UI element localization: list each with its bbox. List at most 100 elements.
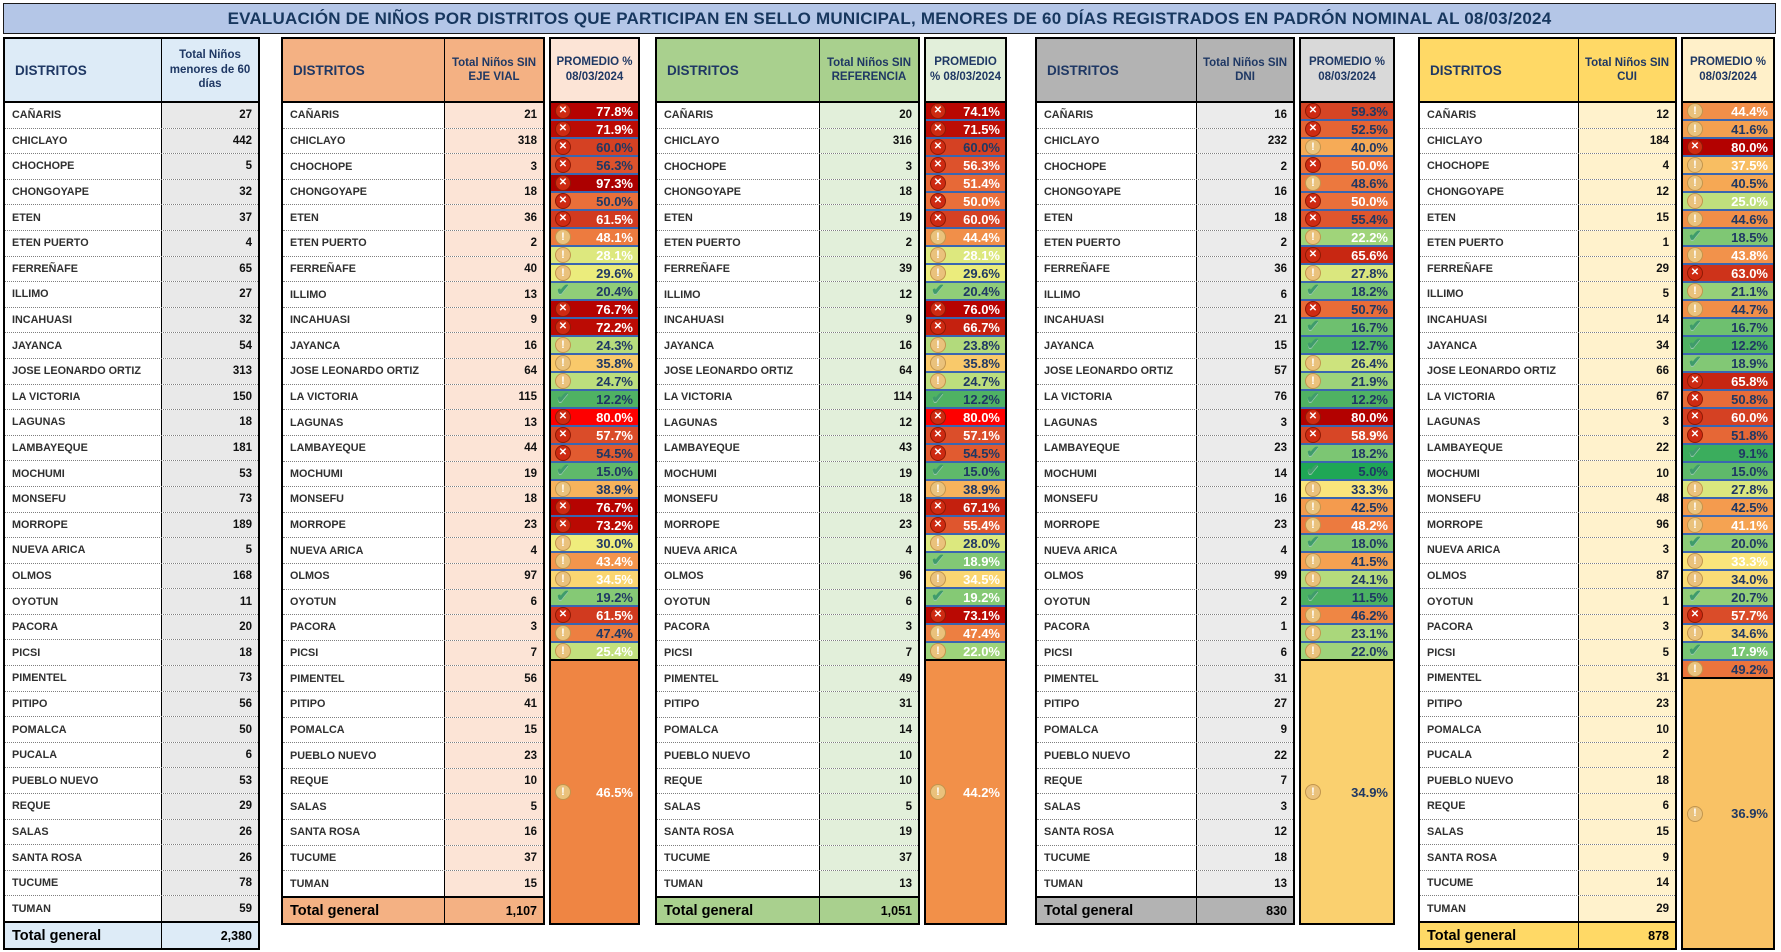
pct-cell[interactable]: ! 21.1% <box>1683 281 1773 299</box>
district-cell[interactable]: CAÑARIS <box>283 103 445 128</box>
count-cell[interactable]: 14 <box>1579 307 1675 333</box>
district-cell[interactable]: ILLIMO <box>657 282 820 307</box>
pct-cell[interactable]: ! 35.8% <box>926 353 1005 371</box>
count-cell[interactable]: 3 <box>1579 410 1675 435</box>
district-cell[interactable]: CHICLAYO <box>1037 128 1197 154</box>
count-cell[interactable]: 73 <box>162 666 258 691</box>
district-cell[interactable]: CHONGOYAPE <box>657 179 820 205</box>
count-cell[interactable]: 37 <box>445 845 543 871</box>
district-cell[interactable]: CHICLAYO <box>5 128 162 154</box>
district-cell[interactable]: LAMBAYEQUE <box>1037 435 1197 461</box>
district-cell[interactable]: MORROPE <box>283 512 445 538</box>
pct-cell[interactable]: ✔ 12.7% <box>1301 335 1393 353</box>
pct-cell[interactable]: ✕ 63.0% <box>1683 263 1773 281</box>
district-cell[interactable]: REQUE <box>1037 768 1197 794</box>
count-cell[interactable]: 18 <box>162 410 258 435</box>
pct-cell[interactable]: ✕ 50.0% <box>1301 191 1393 209</box>
pct-cell[interactable]: ✕ 54.5% <box>926 443 1005 461</box>
district-cell[interactable]: CHONGOYAPE <box>1420 179 1579 205</box>
pct-cell[interactable]: ✔ 15.0% <box>551 461 638 479</box>
total-count-cell[interactable]: 830 <box>1266 903 1287 918</box>
total-count-cell[interactable]: 1,051 <box>880 903 912 918</box>
district-cell[interactable]: PUCALA <box>5 742 162 768</box>
pct-cell[interactable]: ✕ 61.5% <box>551 605 638 623</box>
district-cell[interactable]: TUCUME <box>1420 870 1579 896</box>
district-cell[interactable]: CAÑARIS <box>1420 103 1579 128</box>
district-cell[interactable]: PICSI <box>283 640 445 666</box>
count-cell[interactable]: 3 <box>1197 410 1293 435</box>
pct-cell[interactable]: ! 34.9% <box>1301 659 1393 923</box>
column-header-count[interactable]: Total Niños SIN REFERENCIA <box>826 56 912 83</box>
district-cell[interactable]: SANTA ROSA <box>5 845 162 870</box>
column-header-count[interactable]: Total Niños SIN CUI <box>1584 56 1670 83</box>
count-cell[interactable]: 59 <box>162 896 258 921</box>
count-cell[interactable]: 6 <box>820 589 918 615</box>
count-cell[interactable]: 18 <box>1579 768 1675 794</box>
pct-cell[interactable]: ! 24.7% <box>926 371 1005 389</box>
pct-cell[interactable]: ✕ 54.5% <box>551 443 638 461</box>
count-cell[interactable]: 14 <box>1579 870 1675 896</box>
count-cell[interactable]: 181 <box>162 435 258 461</box>
pct-cell[interactable]: ✔ 9.1% <box>1683 443 1773 461</box>
pct-cell[interactable]: ! 38.9% <box>926 479 1005 497</box>
district-cell[interactable]: PICSI <box>1037 640 1197 666</box>
pct-cell[interactable]: ✕ 50.7% <box>1301 299 1393 317</box>
count-cell[interactable]: 4 <box>1579 154 1675 179</box>
count-cell[interactable]: 15 <box>1579 819 1675 845</box>
district-cell[interactable]: FERREÑAFE <box>1420 256 1579 282</box>
pct-cell[interactable]: ✔ 18.0% <box>1301 533 1393 551</box>
district-cell[interactable]: CHICLAYO <box>657 128 820 154</box>
count-cell[interactable]: 3 <box>820 154 918 179</box>
pct-cell[interactable]: ✔ 19.2% <box>551 587 638 605</box>
district-cell[interactable]: SANTA ROSA <box>1037 820 1197 845</box>
pct-cell[interactable]: ! 44.4% <box>1683 103 1773 119</box>
count-cell[interactable]: 19 <box>820 820 918 845</box>
count-cell[interactable]: 65 <box>162 256 258 282</box>
count-cell[interactable]: 12 <box>1579 103 1675 128</box>
pct-cell[interactable]: ✕ 72.2% <box>551 317 638 335</box>
district-cell[interactable]: POMALCA <box>657 717 820 743</box>
count-cell[interactable]: 97 <box>445 563 543 589</box>
district-cell[interactable]: LA VICTORIA <box>657 384 820 410</box>
pct-cell[interactable]: ✕ 71.5% <box>926 119 1005 137</box>
total-count-cell[interactable]: 878 <box>1648 928 1669 943</box>
pct-cell[interactable]: ! 49.2% <box>1683 659 1773 677</box>
count-cell[interactable]: 20 <box>162 614 258 640</box>
count-cell[interactable]: 15 <box>1197 333 1293 359</box>
district-cell[interactable]: OLMOS <box>283 563 445 589</box>
count-cell[interactable]: 114 <box>820 384 918 410</box>
district-cell[interactable]: PITIPO <box>283 692 445 717</box>
pct-cell[interactable]: ! 23.1% <box>1301 623 1393 641</box>
district-cell[interactable]: SALAS <box>1037 794 1197 820</box>
district-cell[interactable]: JAYANCA <box>1420 333 1579 358</box>
district-cell[interactable]: CHOCHOPE <box>657 154 820 179</box>
count-cell[interactable]: 10 <box>820 768 918 794</box>
district-cell[interactable]: INCAHUASI <box>1037 307 1197 333</box>
pct-cell[interactable]: ✕ 73.2% <box>551 515 638 533</box>
count-cell[interactable]: 5 <box>1579 640 1675 666</box>
pct-cell[interactable]: ✔ 18.2% <box>1301 443 1393 461</box>
district-cell[interactable]: NUEVA ARICA <box>657 538 820 563</box>
count-cell[interactable]: 27 <box>1197 692 1293 717</box>
pct-cell[interactable]: ✕ 60.0% <box>551 137 638 155</box>
count-cell[interactable]: 2 <box>445 231 543 256</box>
district-cell[interactable]: TUMAN <box>5 896 162 921</box>
district-cell[interactable]: MOCHUMI <box>657 461 820 487</box>
pct-cell[interactable]: ✕ 65.8% <box>1683 371 1773 389</box>
pct-cell[interactable]: ✔ 19.2% <box>926 587 1005 605</box>
count-cell[interactable]: 4 <box>1197 538 1293 563</box>
district-cell[interactable]: PACORA <box>1037 615 1197 640</box>
district-cell[interactable]: CAÑARIS <box>657 103 820 128</box>
count-cell[interactable]: 1 <box>1579 589 1675 614</box>
pct-cell[interactable]: ✕ 76.7% <box>551 497 638 515</box>
total-label-cell[interactable]: Total general <box>657 898 820 923</box>
district-cell[interactable]: LAMBAYEQUE <box>5 435 162 461</box>
pct-cell[interactable]: ! 34.0% <box>1683 569 1773 587</box>
pct-cell[interactable]: ! 41.5% <box>1301 551 1393 569</box>
pct-cell[interactable]: ✕ 60.0% <box>926 209 1005 227</box>
count-cell[interactable]: 2 <box>1197 231 1293 256</box>
pct-cell[interactable]: ✕ 60.0% <box>1683 407 1773 425</box>
count-cell[interactable]: 23 <box>820 512 918 538</box>
district-cell[interactable]: ETEN <box>5 205 162 230</box>
pct-cell[interactable]: ! 28.1% <box>926 245 1005 263</box>
